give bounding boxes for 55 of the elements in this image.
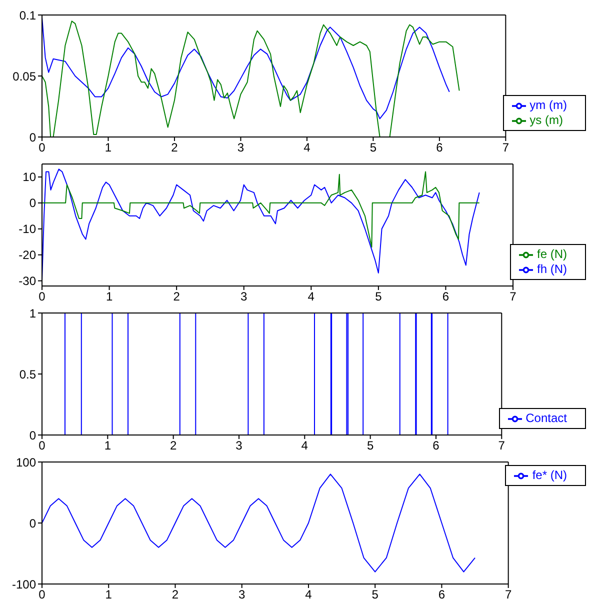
legend-label: Contact xyxy=(526,411,567,426)
x-tick-label: 4 xyxy=(305,588,312,602)
x-tick-label: 7 xyxy=(504,588,512,602)
x-tick-label: 2 xyxy=(171,140,178,155)
y-tick-label: 1 xyxy=(29,306,36,320)
x-tick-label: 3 xyxy=(238,588,246,602)
legend-label: fe (N) xyxy=(537,247,567,262)
x-tick-label: 6 xyxy=(438,588,446,602)
x-tick-label: 1 xyxy=(104,438,112,453)
y-tick-label: -100 xyxy=(12,577,36,592)
x-tick-label: 4 xyxy=(301,438,308,453)
x-tick-label: 3 xyxy=(236,438,243,453)
x-tick-label: 2 xyxy=(173,290,180,304)
y-tick-label: 0 xyxy=(29,428,36,442)
x-tick-label: 2 xyxy=(172,588,179,602)
x-tick-label: 6 xyxy=(442,290,450,304)
legend-label: ys (m) xyxy=(530,113,563,128)
x-tick-label: 0 xyxy=(38,290,46,304)
x-tick-label: 1 xyxy=(105,588,112,602)
y-tick-label: -30 xyxy=(18,274,36,288)
y-tick-label: 0.1 xyxy=(19,8,36,22)
y-tick-label: 10 xyxy=(22,170,36,184)
x-tick-label: 7 xyxy=(498,438,506,453)
y-tick-label: -10 xyxy=(18,222,36,236)
x-tick-label: 0 xyxy=(38,140,46,155)
x-tick-label: 0 xyxy=(38,588,46,602)
x-tick-label: 1 xyxy=(106,290,113,304)
line-series xyxy=(42,474,476,572)
x-tick-label: 3 xyxy=(240,290,248,304)
legend-label: fe* (N) xyxy=(532,468,567,482)
x-tick-label: 0 xyxy=(38,438,46,453)
y-tick-label: 0.05 xyxy=(12,69,36,84)
legend-label: fh (N) xyxy=(537,262,567,276)
line-series xyxy=(42,171,480,248)
x-tick-label: 5 xyxy=(370,140,377,155)
x-tick-label: 5 xyxy=(366,438,374,453)
x-tick-label: 4 xyxy=(304,140,311,155)
x-tick-label: 5 xyxy=(375,290,382,304)
x-tick-label: 1 xyxy=(104,140,112,155)
line-series xyxy=(42,20,460,137)
y-tick-label: -20 xyxy=(18,248,36,262)
y-tick-label: 0 xyxy=(29,130,36,144)
y-tick-label: 0.5 xyxy=(19,367,36,382)
x-tick-label: 7 xyxy=(502,140,510,155)
x-tick-label: 5 xyxy=(372,588,379,602)
legend-label: ym (m) xyxy=(530,98,567,112)
x-tick-label: 4 xyxy=(308,290,315,304)
x-tick-label: 7 xyxy=(510,290,517,304)
x-tick-label: 2 xyxy=(170,438,177,453)
x-tick-label: 6 xyxy=(436,140,444,155)
x-tick-label: 3 xyxy=(237,140,244,155)
y-tick-label: 0 xyxy=(29,516,36,530)
x-tick-label: 6 xyxy=(432,438,440,453)
y-tick-label: 0 xyxy=(29,196,36,210)
y-tick-label: 100 xyxy=(16,455,36,470)
